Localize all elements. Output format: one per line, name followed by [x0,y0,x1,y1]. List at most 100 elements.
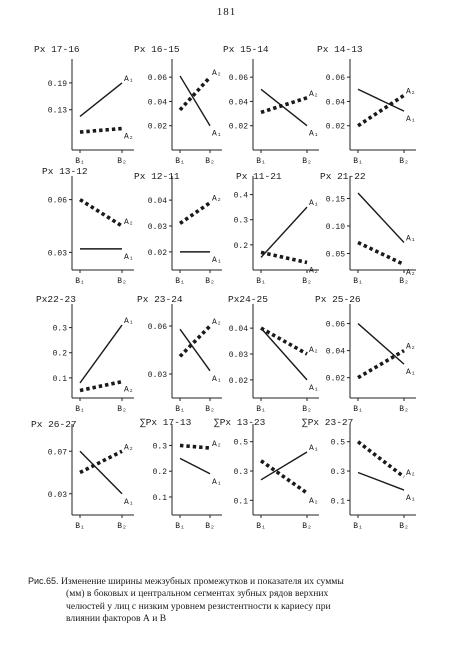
y-tick-label: 0.15 [326,196,345,205]
x-tick-label: B₁ [75,157,85,166]
chart-title: Px 15-14 [223,44,269,55]
x-tick-label: B₁ [353,277,363,286]
series-line-a1 [260,206,308,258]
series-label: A₂ [124,133,134,142]
series-label: A₁ [406,368,416,377]
chart-grid: Px 17-16 0.13 0.19 B₁ B₂ A₁ A₂ Px 16-15 0.02 0.04… [31,44,416,531]
y-tick-label: 0.3 [153,442,168,451]
series-line-a1 [260,327,308,381]
series-label: A₁ [406,494,416,503]
series-label: A₁ [124,498,134,507]
series-line-a1 [79,324,123,384]
series-label: A₁ [406,115,416,124]
chart-title: Px 17-16 [34,44,80,55]
y-tick-label: 0.07 [48,448,67,457]
chart-title: Px 26-27 [31,419,77,430]
series-line-a2 [259,459,309,495]
series-line-a2 [357,93,405,128]
series-label: A₁ [309,130,319,139]
y-tick-label: 0.04 [326,348,345,357]
y-tick-label: 0.2 [53,350,68,359]
chart-title: Px 11-21 [236,171,282,182]
series-label: A₂ [406,87,416,96]
series-label: A₂ [212,69,222,78]
series-label: A₁ [406,235,416,244]
series-line-a2 [357,240,405,267]
chart-panel-11: Px24-25 0.02 0.03 0.04 B₁ B₂ A₁ A₂ [228,294,319,414]
series-label: A₁ [212,256,222,265]
series-line-a1 [179,328,211,372]
y-tick-label: 0.4 [234,192,249,201]
chart-panel-5: Px 13-12 0.03 0.06 B₁ B₂ A₁ A₂ [42,166,134,286]
caption-label: Рис.65. [28,576,59,586]
x-tick-label: B₂ [205,157,215,166]
y-tick-label: 0.04 [148,98,167,107]
y-tick-label: 0.1 [234,497,249,506]
y-tick-label: 0.03 [148,371,167,380]
chart-panel-14: ∑Px 17-13 0.1 0.2 0.3 B₁ B₂ A₁ A₂ [140,417,222,531]
x-tick-label: B₂ [117,157,127,166]
series-line-a2 [179,443,211,450]
y-tick-label: 0.3 [234,468,249,477]
x-tick-label: B₂ [302,522,312,531]
series-line-a1 [179,75,211,127]
x-tick-label: B₁ [256,405,266,414]
y-tick-label: 0.03 [48,491,67,500]
x-tick-label: B₁ [175,405,185,414]
series-line-a1 [357,471,405,491]
y-tick-label: 0.04 [229,98,248,107]
x-tick-label: B₂ [399,157,409,166]
x-tick-label: B₁ [353,522,363,531]
series-line-a2 [178,324,212,358]
y-tick-label: 0.2 [153,468,168,477]
chart-title: Px 21-22 [320,171,366,182]
y-tick-label: 0.06 [326,74,345,83]
y-tick-label: 0.10 [326,223,345,232]
chart-panel-9: Px22-23 0.1 0.2 0.3 B₁ B₂ A₁ A₂ [36,294,134,414]
caption-line-1: Изменение ширины межзубных промежутков и… [60,576,344,587]
chart-panel-16: ∑Px 23-27 0.1 0.3 0.5 B₁ B₂ A₁ A₂ [302,417,416,531]
series-label: A₂ [309,497,319,506]
y-tick-label: 0.06 [48,197,67,206]
y-tick-label: 0.5 [331,439,346,448]
y-tick-label: 0.03 [48,249,67,258]
chart-panel-15: ∑Px 13-23 0.1 0.3 0.5 B₁ B₂ A₁ A₂ [214,417,319,531]
series-label: A₂ [212,440,222,449]
chart-title: Px 25-26 [315,294,361,305]
series-line-a2 [260,250,308,265]
chart-panel-6: Px 12-11 0.02 0.03 0.04 B₁ B₂ A₁ A₂ [134,171,222,286]
chart-title: Px 16-15 [134,44,180,55]
y-tick-label: 0.06 [148,323,167,332]
series-label: A₁ [309,199,319,208]
series-line-a1 [260,88,308,127]
y-tick-label: 0.06 [326,321,345,330]
y-tick-label: 0.04 [326,98,345,107]
x-tick-label: B₂ [117,277,127,286]
x-tick-label: B₁ [353,157,363,166]
x-tick-label: B₂ [117,522,127,531]
y-tick-label: 0.05 [326,251,345,260]
series-line-a2 [260,326,308,356]
chart-panel-8: Px 21-22 0.05 0.10 0.15 B₁ B₂ A₁ A₂ [320,171,416,286]
y-tick-label: 0.03 [229,351,248,360]
x-tick-label: B₁ [175,157,185,166]
series-label: A₂ [124,386,134,395]
chart-title: ∑Px 13-23 [214,417,266,428]
chart-panel-1: Px 17-16 0.13 0.19 B₁ B₂ A₁ A₂ [34,44,134,166]
series-label: A₂ [212,195,222,204]
y-tick-label: 0.02 [148,123,167,132]
x-tick-label: B₂ [399,405,409,414]
series-line-a2 [79,198,123,228]
chart-panel-10: Px 23-24 0.03 0.06 B₁ B₂ A₁ A₂ [137,294,222,414]
series-label: A₂ [309,266,319,275]
y-tick-label: 0.02 [148,249,167,258]
series-label: A₁ [124,317,134,326]
series-line-a1 [357,88,405,112]
series-label: A₁ [124,75,134,84]
series-label: A₂ [406,469,416,478]
x-tick-label: B₂ [205,277,215,286]
y-tick-label: 0.1 [153,494,168,503]
x-tick-label: B₁ [256,157,266,166]
chart-title: Px22-23 [36,294,76,305]
caption-line-3: челюстей у лиц с низким уровнем резистен… [66,600,331,612]
